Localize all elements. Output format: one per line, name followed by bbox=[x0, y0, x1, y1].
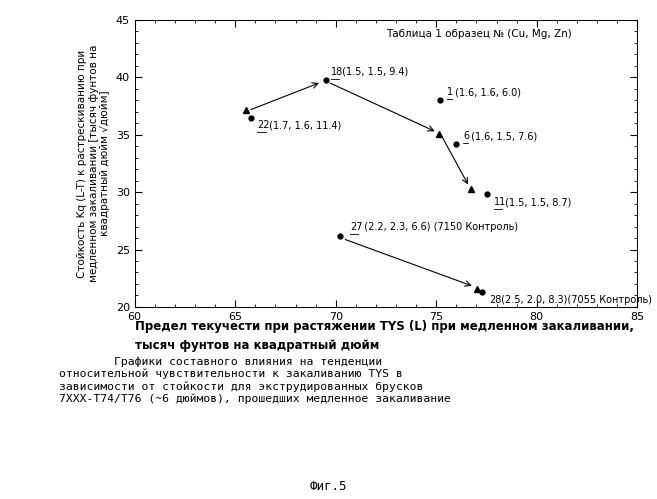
Text: (1.6, 1.5, 7.6): (1.6, 1.5, 7.6) bbox=[468, 131, 537, 141]
Text: 22: 22 bbox=[258, 120, 270, 130]
Text: тысяч фунтов на квадратный дюйм: тысяч фунтов на квадратный дюйм bbox=[135, 339, 379, 352]
Text: 18: 18 bbox=[330, 67, 343, 77]
Text: 1: 1 bbox=[447, 87, 453, 97]
Text: (1.7, 1.6, 11.4): (1.7, 1.6, 11.4) bbox=[266, 120, 341, 130]
Text: 27: 27 bbox=[350, 222, 362, 233]
Text: Фиг.5: Фиг.5 bbox=[309, 480, 348, 493]
Text: Таблица 1 образец № (Cu, Mg, Zn): Таблица 1 образец № (Cu, Mg, Zn) bbox=[386, 28, 572, 38]
Text: 6: 6 bbox=[463, 131, 470, 141]
Text: Графики составного влияния на тенденции
относительной чувствительности к закалив: Графики составного влияния на тенденции … bbox=[59, 357, 451, 404]
Text: (1.6, 1.6, 6.0): (1.6, 1.6, 6.0) bbox=[451, 87, 520, 97]
Text: 11: 11 bbox=[493, 197, 506, 207]
Text: (1.5, 1.5, 9.4): (1.5, 1.5, 9.4) bbox=[340, 67, 409, 77]
Text: (2.5, 2.0, 8.3)(7055 Контроль): (2.5, 2.0, 8.3)(7055 Контроль) bbox=[498, 294, 652, 304]
Y-axis label: Стойкость Kq (L-T) к растрескиванию при
медленном закаливании [тысяч фунтов на
к: Стойкость Kq (L-T) к растрескиванию при … bbox=[77, 45, 110, 282]
Text: (1.5, 1.5, 8.7): (1.5, 1.5, 8.7) bbox=[502, 197, 572, 207]
Text: 28: 28 bbox=[489, 294, 502, 304]
Text: Предел текучести при растяжении TYS (L) при медленном закаливании,: Предел текучести при растяжении TYS (L) … bbox=[135, 320, 634, 333]
Text: (2.2, 2.3, 6.6) (7150 Контроль): (2.2, 2.3, 6.6) (7150 Контроль) bbox=[359, 222, 518, 233]
